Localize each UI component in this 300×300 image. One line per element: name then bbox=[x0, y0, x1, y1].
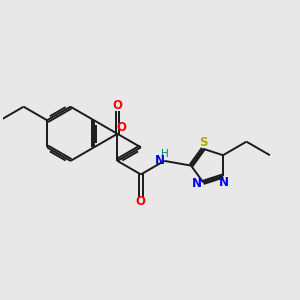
Text: O: O bbox=[112, 99, 122, 112]
Text: O: O bbox=[135, 195, 145, 208]
Text: H: H bbox=[161, 149, 169, 159]
Text: N: N bbox=[192, 177, 202, 190]
Text: O: O bbox=[116, 121, 126, 134]
Text: N: N bbox=[155, 154, 165, 167]
Text: S: S bbox=[200, 136, 208, 149]
Text: N: N bbox=[219, 176, 229, 189]
